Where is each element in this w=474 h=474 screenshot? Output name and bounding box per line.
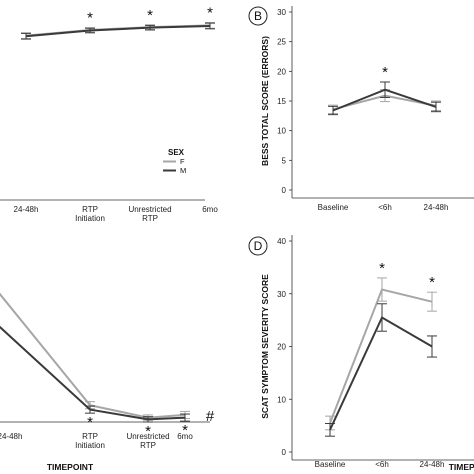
x-tick-label-line: <6h — [378, 203, 392, 212]
error-bar-f — [427, 291, 437, 312]
significance-star: * — [382, 64, 388, 81]
y-tick-label: 0 — [282, 186, 287, 195]
significance-star: * — [87, 414, 93, 431]
x-tick-label: Unrestricted RTP — [128, 205, 171, 223]
panel-letter-circle — [248, 236, 268, 256]
x-tick-label-line: Initiation — [75, 214, 105, 223]
panel-b: 0 5 10 15 20 25 30 BESS TOTAL SCORE (ERRORS) Bas… — [248, 6, 474, 212]
y-axis-title: SCAT SYMPTOM SEVERITY SCORE — [260, 274, 270, 419]
y-tick-label: 15 — [277, 97, 286, 106]
x-tick-label-line: RTP — [142, 214, 158, 223]
x-tick-label-line: 24-48h — [0, 432, 22, 441]
x-tick-label: 24-48h — [0, 432, 22, 441]
significance-star: * — [145, 423, 151, 440]
error-bar-m — [427, 335, 437, 358]
x-tick-label-line: Baseline — [318, 203, 349, 212]
x-tick-label: 24-48h — [14, 205, 39, 214]
series-line-m — [329, 316, 433, 431]
panel-letter: D — [254, 239, 263, 253]
error-bar-m — [85, 405, 95, 414]
error-bar-m — [205, 22, 215, 30]
x-tick-label-line: Unrestricted — [126, 432, 169, 441]
error-bar-f — [377, 277, 387, 302]
y-tick-label: 30 — [277, 290, 286, 299]
x-tick-label: <6h — [375, 460, 389, 469]
series-line-m — [0, 325, 186, 421]
significance-hash: # — [206, 408, 215, 425]
panel-d: 0 10 20 30 40 SCAT SYMPTOM SEVERITY SCORE Base… — [248, 235, 474, 472]
x-tick-label: RTP Initiation — [75, 205, 105, 223]
x-tick-label-line: Unrestricted — [128, 205, 171, 214]
x-tick-label-line: Initiation — [75, 441, 105, 450]
error-bar-m — [431, 101, 441, 113]
x-tick-label: Baseline — [318, 203, 349, 212]
error-bar-m — [21, 32, 31, 40]
legend-title: SEX — [168, 148, 185, 157]
x-tick-label: 24-48h — [420, 460, 445, 469]
series-line-f — [329, 288, 433, 424]
panel-letter-circle — [248, 6, 268, 26]
x-tick-label-line: 24-48h — [420, 460, 445, 469]
x-tick-label: Unrestricted RTP — [126, 432, 169, 450]
error-bar-m — [380, 81, 390, 98]
significance-star: * — [87, 10, 93, 27]
x-tick-label-line: 24-48h — [14, 205, 39, 214]
significance-star: * — [379, 260, 385, 277]
y-tick-label: 5 — [282, 156, 287, 165]
x-tick-label-line: RTP — [140, 441, 156, 450]
error-bar-m — [85, 27, 95, 34]
x-tick-label: 6mo — [202, 205, 218, 214]
y-tick-label: 10 — [277, 127, 286, 136]
x-tick-label-line: RTP — [82, 205, 98, 214]
x-tick-label: Baseline — [315, 460, 346, 469]
x-tick-label: <6h — [378, 203, 392, 212]
series-line-m — [25, 24, 211, 38]
x-tick-label-line: Baseline — [315, 460, 346, 469]
error-bar-m — [377, 303, 387, 332]
y-tick-label: 40 — [277, 237, 286, 246]
significance-star: * — [207, 5, 213, 22]
y-tick-label: 25 — [277, 38, 286, 47]
significance-star: * — [182, 422, 188, 439]
error-bar-m — [180, 413, 190, 422]
x-axis-title: TIMEPO — [449, 462, 474, 472]
x-tick-label-line: 6mo — [202, 205, 218, 214]
x-tick-label: 24-48h — [424, 203, 449, 212]
legend-label-f: F — [180, 157, 185, 166]
y-tick-label: 30 — [277, 8, 286, 17]
y-tick-label: 10 — [277, 395, 286, 404]
error-bar-m — [328, 105, 338, 116]
significance-star: * — [147, 7, 153, 24]
x-tick-label-line: 24-48h — [424, 203, 449, 212]
x-tick-label: 6mo — [177, 432, 193, 441]
error-bar-m — [325, 423, 335, 437]
y-axis-title: BESS TOTAL SCORE (ERRORS) — [260, 36, 270, 166]
y-tick-label: 0 — [282, 448, 287, 457]
y-tick-label: 20 — [277, 67, 286, 76]
significance-star: * — [429, 274, 435, 291]
x-axis-title: TIMEPOINT — [47, 462, 94, 472]
y-tick-label: 20 — [277, 343, 286, 352]
x-tick-label-line: 6mo — [177, 432, 193, 441]
series-line-f — [0, 292, 186, 419]
x-tick-label-line: <6h — [375, 460, 389, 469]
x-tick-label: RTP Initiation — [75, 432, 105, 450]
panel-letter: B — [254, 9, 262, 23]
error-bar-m — [145, 24, 155, 31]
error-bar-m — [143, 416, 153, 423]
x-tick-label-line: RTP — [82, 432, 98, 441]
legend-label-m: M — [180, 166, 186, 175]
